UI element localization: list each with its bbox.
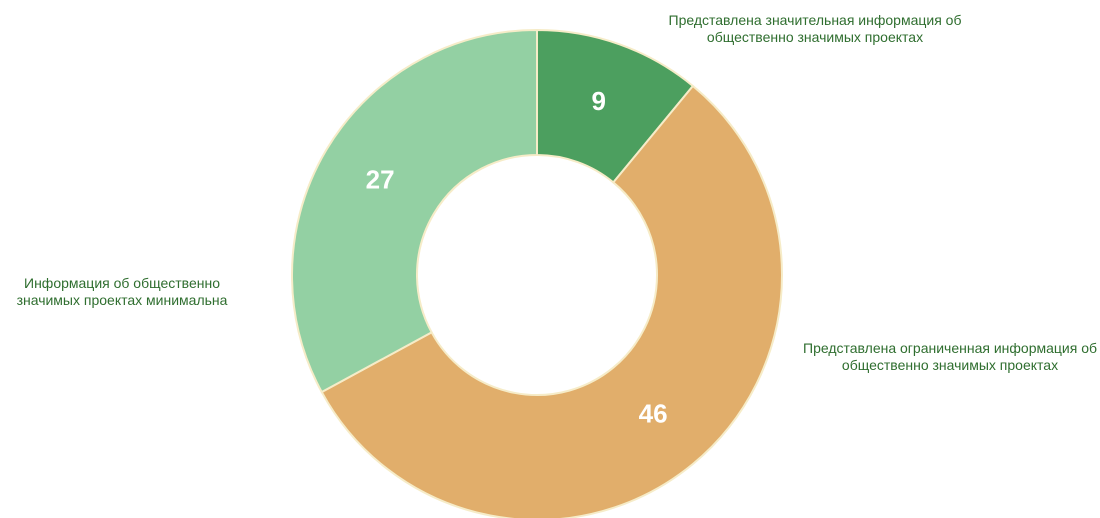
value-label: 46 — [639, 399, 668, 429]
category-label: Представлена значительная информация об … — [668, 12, 962, 45]
value-label: 27 — [366, 165, 395, 195]
category-label: Информация об общественно значимых проек… — [16, 275, 228, 308]
donut-segment — [291, 28, 538, 394]
category-label: Представлена ограниченная информация об … — [803, 340, 1097, 373]
donut-segment — [320, 84, 783, 518]
value-label: 9 — [591, 86, 605, 116]
